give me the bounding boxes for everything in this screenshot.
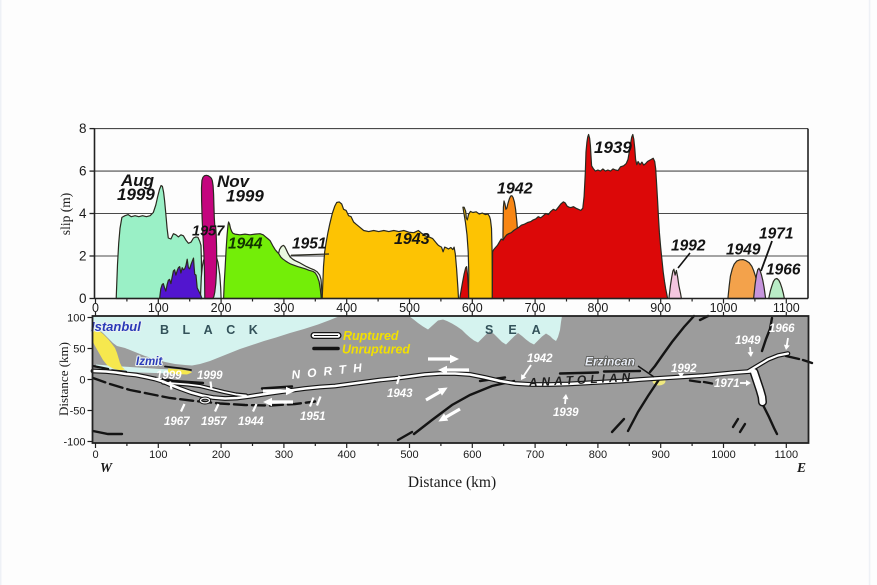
- svg-text:1942: 1942: [527, 353, 553, 365]
- svg-text:400: 400: [338, 449, 356, 461]
- svg-text:Aug: Aug: [120, 171, 155, 190]
- svg-text:1944: 1944: [238, 416, 264, 428]
- svg-text:1939: 1939: [553, 407, 579, 419]
- svg-text:1000: 1000: [711, 449, 735, 461]
- svg-text:Izmit: Izmit: [136, 356, 163, 368]
- svg-text:200: 200: [211, 301, 232, 315]
- svg-text:Distance (km): Distance (km): [408, 474, 496, 491]
- svg-text:W: W: [100, 460, 113, 475]
- svg-text:BLACK: BLACK: [160, 323, 271, 337]
- svg-text:1999: 1999: [117, 185, 155, 204]
- svg-text:800: 800: [587, 301, 608, 315]
- svg-text:1100: 1100: [773, 301, 800, 315]
- svg-text:300: 300: [273, 301, 294, 315]
- svg-text:Unruptured: Unruptured: [342, 343, 410, 357]
- svg-text:Istanbul: Istanbul: [91, 319, 141, 334]
- svg-text:100: 100: [149, 449, 167, 461]
- svg-text:1957: 1957: [192, 224, 225, 240]
- svg-text:1966: 1966: [766, 262, 801, 279]
- svg-text:8: 8: [79, 121, 87, 136]
- svg-text:1949: 1949: [735, 335, 761, 347]
- svg-text:2: 2: [79, 249, 87, 264]
- svg-text:900: 900: [650, 301, 671, 315]
- svg-text:1949: 1949: [726, 242, 761, 259]
- svg-text:0: 0: [79, 375, 85, 387]
- svg-text:500: 500: [400, 449, 418, 461]
- svg-text:1999: 1999: [226, 187, 264, 206]
- svg-text:slip (m): slip (m): [58, 193, 73, 235]
- svg-text:1992: 1992: [671, 238, 706, 255]
- svg-text:100: 100: [67, 313, 85, 325]
- svg-text:Erzincan: Erzincan: [585, 355, 635, 369]
- svg-text:1957: 1957: [201, 416, 227, 428]
- svg-text:1992: 1992: [671, 363, 697, 375]
- svg-text:1939: 1939: [594, 138, 632, 157]
- svg-text:600: 600: [462, 301, 483, 315]
- svg-text:1951: 1951: [300, 411, 326, 423]
- svg-text:SEA: SEA: [485, 323, 556, 337]
- svg-text:600: 600: [463, 449, 481, 461]
- svg-text:1000: 1000: [710, 301, 738, 315]
- svg-text:700: 700: [526, 449, 544, 461]
- svg-text:900: 900: [652, 449, 670, 461]
- svg-text:Distance (km): Distance (km): [56, 342, 71, 416]
- svg-text:E: E: [796, 460, 806, 475]
- svg-text:1999: 1999: [156, 370, 182, 382]
- svg-text:100: 100: [148, 301, 169, 315]
- svg-text:ANATOLIAN: ANATOLIAN: [527, 370, 634, 390]
- svg-text:50: 50: [73, 344, 85, 356]
- svg-text:0: 0: [92, 449, 98, 461]
- svg-text:1971: 1971: [714, 378, 740, 390]
- svg-text:1100: 1100: [774, 449, 798, 461]
- svg-text:0: 0: [79, 291, 87, 306]
- svg-text:1966: 1966: [769, 323, 795, 335]
- svg-text:4: 4: [79, 206, 87, 221]
- svg-text:500: 500: [399, 301, 420, 315]
- svg-text:1951: 1951: [292, 236, 326, 253]
- svg-text:Ruptured: Ruptured: [343, 329, 399, 343]
- svg-text:6: 6: [79, 164, 87, 179]
- svg-text:700: 700: [525, 301, 546, 315]
- svg-text:1999: 1999: [197, 370, 223, 382]
- svg-text:-100: -100: [63, 437, 85, 449]
- svg-text:-50: -50: [70, 406, 86, 418]
- svg-text:1943: 1943: [394, 231, 430, 248]
- svg-text:1971: 1971: [759, 226, 793, 243]
- svg-text:1944: 1944: [228, 236, 263, 253]
- svg-text:0: 0: [92, 301, 99, 315]
- svg-text:1942: 1942: [497, 181, 533, 198]
- svg-text:800: 800: [589, 449, 607, 461]
- svg-text:1943: 1943: [387, 388, 413, 400]
- svg-text:200: 200: [212, 449, 230, 461]
- svg-text:300: 300: [275, 449, 293, 461]
- svg-text:1967: 1967: [164, 416, 190, 428]
- svg-text:400: 400: [336, 301, 357, 315]
- svg-text:Nov: Nov: [217, 172, 251, 191]
